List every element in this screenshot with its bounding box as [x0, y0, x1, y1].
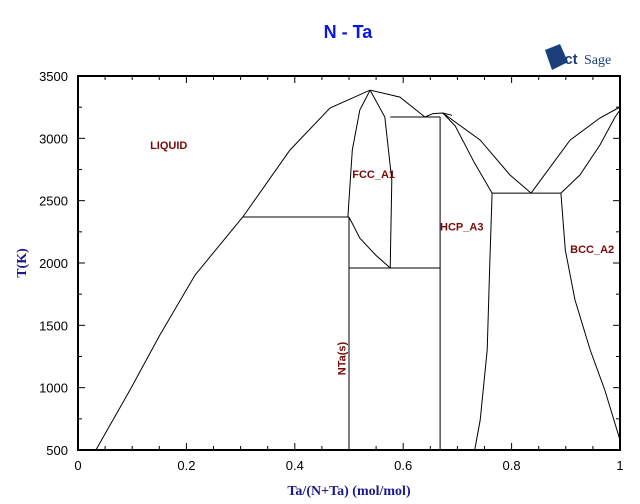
phase-boundary-16 — [560, 193, 621, 441]
phase-boundary-7 — [369, 89, 393, 269]
y-tick-label: 2000 — [39, 256, 68, 271]
y-tick-label: 3000 — [39, 131, 68, 146]
x-tick-label: 0.8 — [503, 458, 521, 473]
x-tick-label: 0.4 — [286, 458, 304, 473]
chart-title: N - Ta — [324, 22, 374, 42]
y-tick-label: 3500 — [39, 69, 68, 84]
phase-boundary-3 — [442, 112, 493, 194]
phase-boundary-14 — [474, 193, 493, 451]
x-tick-label: 0.6 — [394, 458, 412, 473]
y-tick-label: 1500 — [39, 318, 68, 333]
factsage-logo: act Sage — [545, 44, 611, 70]
y-tick-label: 2500 — [39, 194, 68, 209]
phase-boundary-4 — [530, 106, 621, 194]
phase-boundary-2 — [442, 112, 532, 194]
x-tick-label: 0.2 — [177, 458, 195, 473]
phase-label: FCC_A1 — [352, 169, 395, 181]
y-axis-label: T(K) — [15, 248, 30, 278]
phase-boundary-6 — [347, 89, 371, 218]
svg-text:Sage: Sage — [584, 53, 611, 68]
phase-label: LIQUID — [150, 140, 187, 152]
phase-boundary-1 — [424, 112, 453, 118]
svg-text:act: act — [556, 51, 578, 68]
x-axis-label: Ta/(N+Ta) (mol/mol) — [287, 484, 411, 499]
x-tick-label: 0 — [74, 458, 81, 473]
phase-boundary-5 — [560, 109, 621, 194]
phase-boundary-8 — [348, 216, 391, 269]
x-tick-label: 1 — [616, 458, 623, 473]
y-tick-label: 1000 — [39, 381, 68, 396]
phase-label: NTa(s) — [337, 341, 349, 375]
phase-label: HCP_A3 — [440, 222, 483, 234]
phase-label: BCC_A2 — [570, 244, 614, 256]
phase-boundary-0 — [95, 89, 426, 451]
y-tick-label: 500 — [46, 443, 68, 458]
